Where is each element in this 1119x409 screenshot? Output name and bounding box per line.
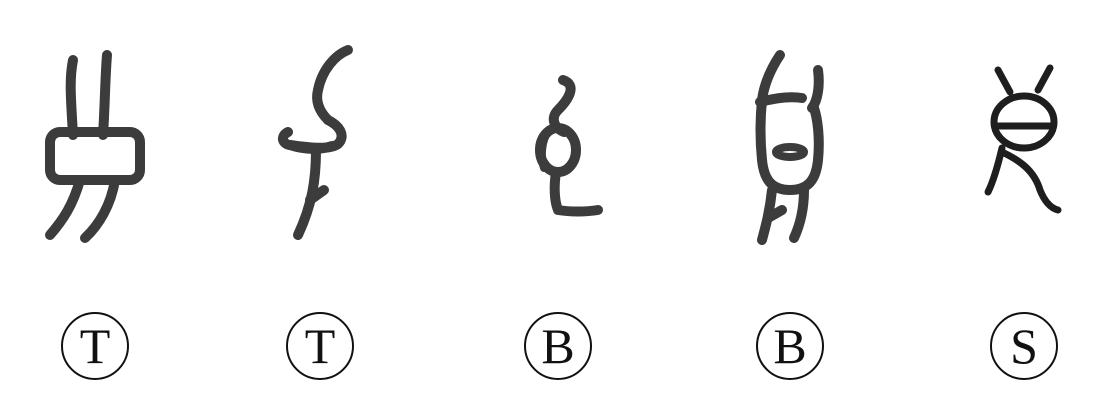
- oracle-bone-glyph-2-icon: [250, 40, 390, 250]
- oracle-bone-glyph-5-icon: [954, 40, 1094, 250]
- oracle-bone-glyph-3-icon: [488, 40, 628, 250]
- source-badge-letter: T: [79, 318, 111, 374]
- source-badge-letter: B: [541, 318, 575, 374]
- source-badge: T: [59, 310, 131, 382]
- oracle-bone-glyph-4-icon: [720, 40, 860, 250]
- source-badge: S: [988, 310, 1060, 382]
- oracle-bone-glyph-1-icon: [25, 40, 165, 250]
- source-badge: B: [522, 310, 594, 382]
- source-badge: B: [754, 310, 826, 382]
- source-badge-letter: T: [304, 318, 336, 374]
- source-badge: T: [284, 310, 356, 382]
- source-badge-letter: S: [1010, 318, 1038, 374]
- source-badge-letter: B: [773, 318, 807, 374]
